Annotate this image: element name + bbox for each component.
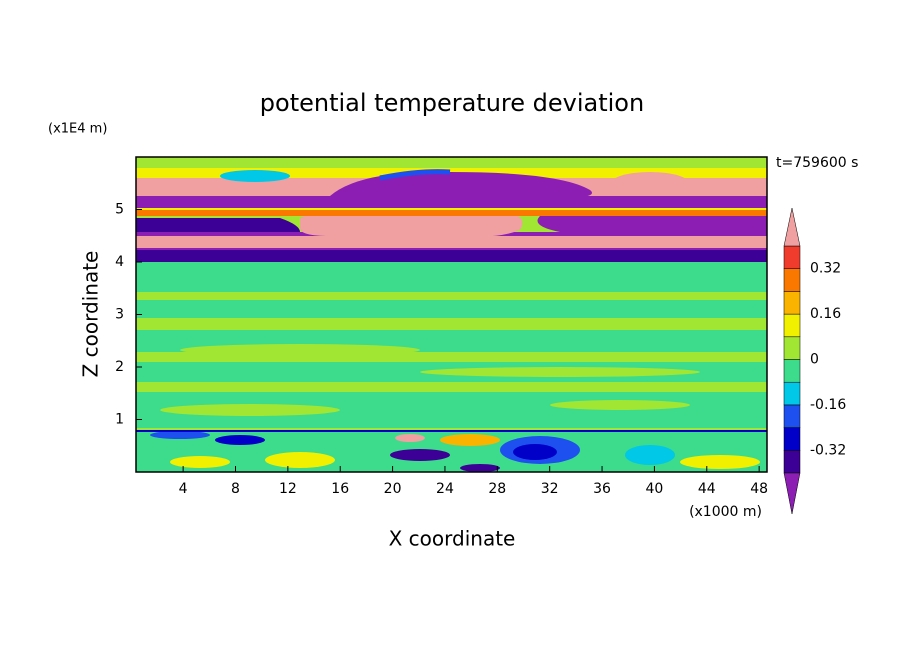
y-tick-label: 1 bbox=[115, 412, 124, 428]
x-tick-label: 32 bbox=[541, 481, 559, 497]
colorbar-box bbox=[783, 381, 801, 406]
x-unit: (x1000 m) bbox=[689, 504, 762, 520]
contour-fill bbox=[136, 168, 767, 262]
x-tick-label: 20 bbox=[384, 481, 402, 497]
colorbar-box bbox=[783, 359, 801, 383]
chart-title: potential temperature deviation bbox=[260, 89, 644, 117]
colorbar-box bbox=[783, 336, 801, 360]
colorbar-box bbox=[783, 450, 801, 474]
colorbar-box bbox=[783, 291, 801, 315]
x-tick-label: 28 bbox=[488, 481, 506, 497]
colorbar-box bbox=[783, 245, 801, 269]
colorbar-box bbox=[783, 427, 801, 451]
y-unit: (x1E4 m) bbox=[48, 122, 107, 137]
x-axis-label: X coordinate bbox=[389, 527, 516, 551]
x-tick-label: 12 bbox=[279, 481, 297, 497]
x-tick-label: 44 bbox=[698, 481, 716, 497]
colorbar-box bbox=[783, 268, 801, 292]
x-tick-label: 40 bbox=[646, 481, 664, 497]
x-tick-label: 36 bbox=[593, 481, 611, 497]
x-tick-label: 8 bbox=[231, 481, 240, 497]
x-tick-label: 24 bbox=[436, 481, 454, 497]
y-axis-label: Z coordinate bbox=[79, 251, 103, 378]
colorbar-over bbox=[783, 207, 801, 247]
y-tick-label: 4 bbox=[115, 254, 124, 270]
colorbar-tick-label: -0.16 bbox=[810, 397, 846, 413]
colorbar-tick-label: 0 bbox=[810, 352, 819, 368]
colorbar-box bbox=[783, 313, 801, 338]
y-tick-label: 2 bbox=[115, 359, 124, 375]
colorbar-under bbox=[783, 472, 801, 515]
y-tick-label: 5 bbox=[115, 202, 124, 218]
x-tick-label: 48 bbox=[750, 481, 768, 497]
colorbar-tick-label: 0.16 bbox=[810, 306, 841, 322]
contour-fill bbox=[136, 262, 767, 428]
x-tick-label: 4 bbox=[179, 481, 188, 497]
colorbar-tick-label: -0.32 bbox=[810, 442, 846, 458]
contour-fill bbox=[150, 431, 760, 472]
annotation: t=759600 s bbox=[776, 155, 858, 171]
contour-field bbox=[136, 157, 767, 472]
colorbar-box bbox=[783, 404, 801, 428]
colorbar-tick-label: 0.32 bbox=[810, 261, 841, 277]
x-tick-label: 16 bbox=[331, 481, 349, 497]
y-tick-label: 3 bbox=[115, 307, 124, 323]
